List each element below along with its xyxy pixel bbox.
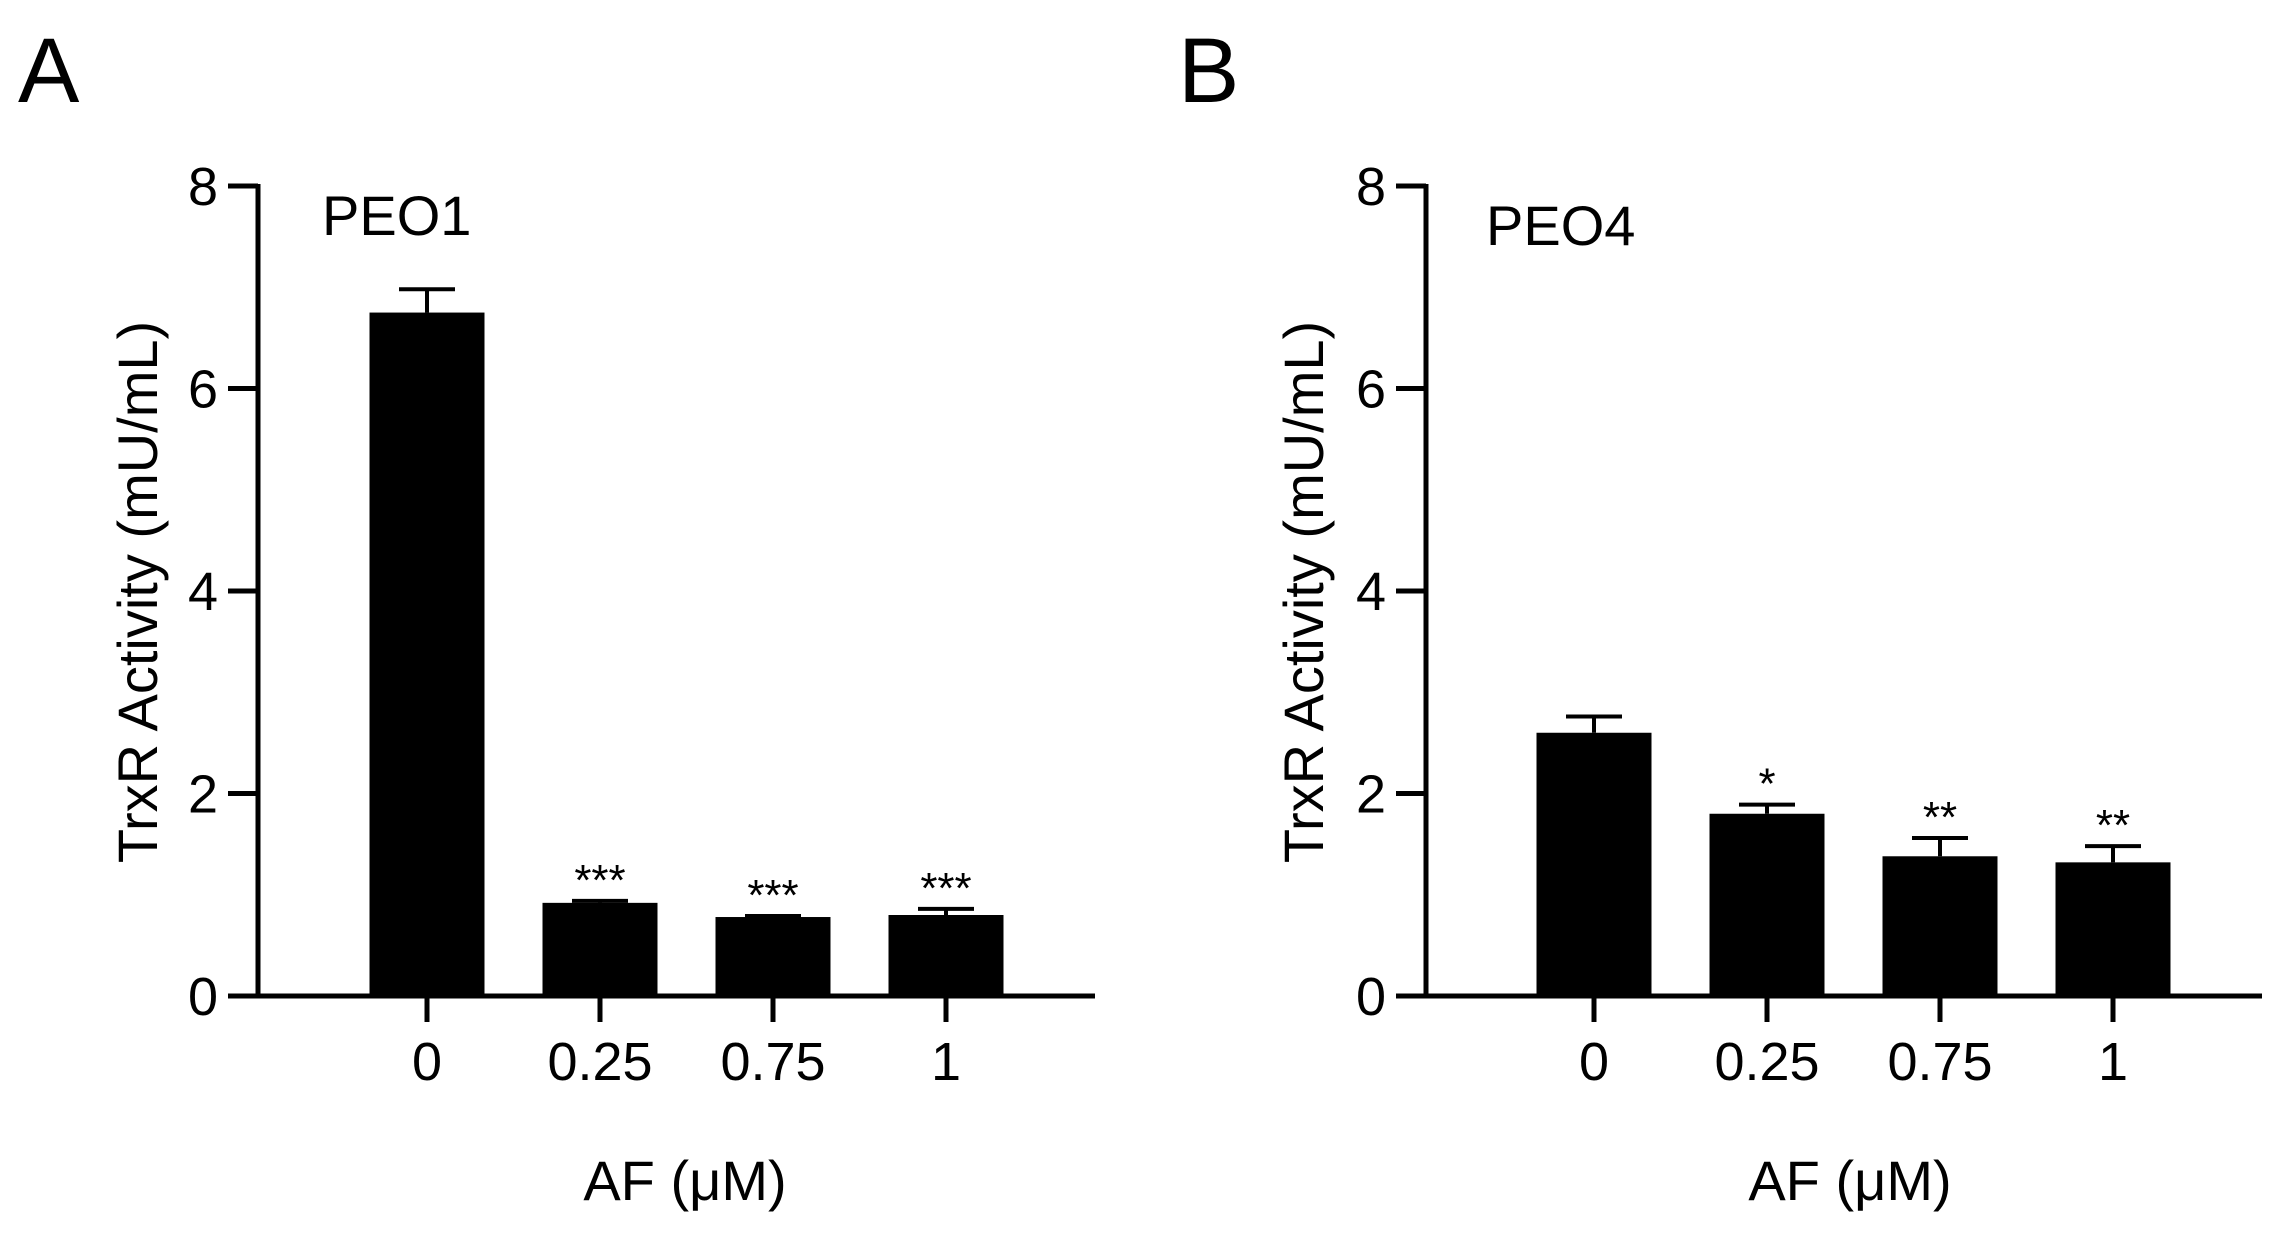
plot-area: 0 2 4 6 8 0 0.25 *** 0.75 *** 1 *** — [188, 157, 1095, 1092]
x-tick-label: 0 — [1579, 1032, 1609, 1092]
panel-letter: B — [1178, 20, 1239, 122]
y-tick-label: 2 — [1356, 765, 1386, 825]
cell-line-label: PEO1 — [322, 184, 471, 247]
significance-label: ** — [2096, 801, 2130, 850]
bar — [2055, 862, 2171, 996]
x-tick-label: 0.75 — [720, 1032, 825, 1092]
y-tick-label: 8 — [188, 157, 218, 217]
bar — [888, 915, 1004, 996]
panel-a: A PEO1 TrxR Activity (mU/mL) AF (μM) 0 2 4… — [18, 20, 1095, 1212]
x-tick-label: 0.25 — [1714, 1032, 1819, 1092]
x-tick-label: 0.25 — [547, 1032, 652, 1092]
x-axis-label: AF (μM) — [1748, 1149, 1951, 1212]
y-tick-label: 0 — [188, 967, 218, 1027]
panel-b: B PEO4 TrxR Activity (mU/mL) AF (μM) 0 2 4… — [1178, 20, 2262, 1212]
y-tick-label: 0 — [1356, 967, 1386, 1027]
bar — [1536, 732, 1652, 996]
x-tick-label: 1 — [2098, 1032, 2128, 1092]
significance-label: *** — [747, 871, 798, 920]
significance-label: *** — [574, 856, 625, 905]
significance-label: *** — [920, 864, 971, 913]
y-tick-label: 6 — [188, 360, 218, 420]
y-axis-label: TrxR Activity (mU/mL) — [106, 321, 169, 863]
y-tick-label: 2 — [188, 765, 218, 825]
bar — [1709, 813, 1825, 996]
bar — [1882, 856, 1998, 996]
panel-letter: A — [18, 20, 80, 122]
x-tick-label: 1 — [931, 1032, 961, 1092]
plot-area: 0 2 4 6 8 0 0.25 * 0.75 ** 1 ** — [1356, 157, 2262, 1092]
x-tick-label: 0 — [412, 1032, 442, 1092]
cell-line-label: PEO4 — [1486, 194, 1635, 257]
y-axis-label: TrxR Activity (mU/mL) — [1272, 321, 1335, 863]
y-tick-label: 6 — [1356, 360, 1386, 420]
significance-label: ** — [1923, 793, 1957, 842]
y-tick-label: 4 — [1356, 562, 1386, 622]
bar — [369, 312, 485, 996]
y-tick-label: 4 — [188, 562, 218, 622]
significance-label: * — [1758, 760, 1775, 809]
x-tick-label: 0.75 — [1887, 1032, 1992, 1092]
y-tick-label: 8 — [1356, 157, 1386, 217]
bar — [715, 917, 831, 996]
bar — [542, 902, 658, 996]
x-axis-label: AF (μM) — [583, 1149, 786, 1212]
